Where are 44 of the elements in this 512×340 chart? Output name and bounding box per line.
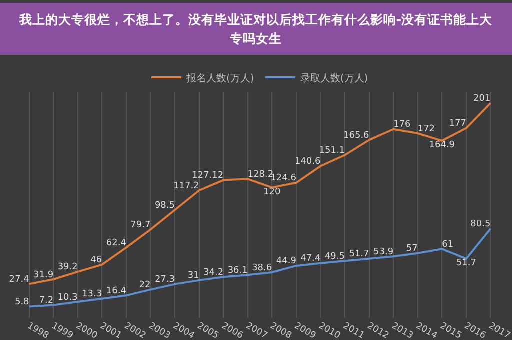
data-label: 31.9 [34,270,54,280]
data-label: 177 [449,119,466,130]
data-label: 165.6 [344,130,370,141]
data-label: 27.3 [154,275,175,286]
data-label: 79.7 [130,220,151,230]
data-label: 49.5 [324,252,345,262]
data-label: 5.8 [14,297,30,308]
data-label: 7.2 [39,296,54,306]
data-label: 201 [474,94,491,104]
data-label: 16.4 [106,286,127,296]
legend-label: 录取人数(万人) [300,73,368,84]
data-label: 62.4 [106,238,127,248]
data-label: 172 [418,124,436,134]
data-label: 120 [264,187,281,198]
data-label: 164.9 [429,140,456,151]
chart-title: 我上的大专很烂，不想上了。没有毕业证对以后找工作有什么影响-没有证书能上大专吗女生 [0,3,512,55]
data-label: 80.5 [470,220,491,230]
data-label: 34.2 [204,268,224,278]
data-label: 98.5 [154,200,175,211]
data-label: 176 [394,120,412,130]
data-label: 151.1 [319,146,345,156]
data-label: 124.6 [270,174,297,184]
data-label: 51.7 [349,250,370,260]
data-label: 38.6 [252,263,272,274]
data-label: 31 [188,271,200,282]
data-label: 51.7 [456,258,476,269]
data-label: 27.4 [9,274,30,285]
data-label: 117.2 [174,181,200,192]
data-label: 47.4 [300,254,321,264]
data-label: 10.3 [58,292,78,303]
data-label: 127.12 [192,171,224,182]
data-label: 39.2 [58,262,78,273]
x-tick-label: 2017 [486,321,512,340]
data-label: 44.9 [276,256,297,267]
data-label: 140.6 [294,156,321,167]
data-label: 22 [139,280,151,291]
data-label: 36.1 [228,266,248,276]
legend-label: 报名人数(万人) [186,72,254,84]
data-label: 53.9 [374,247,394,258]
data-label: 57 [406,244,418,254]
x-tick-label: 2007 [244,321,269,340]
data-label: 13.3 [82,290,102,300]
data-label: 61 [442,240,454,250]
data-label: 46 [90,256,102,266]
